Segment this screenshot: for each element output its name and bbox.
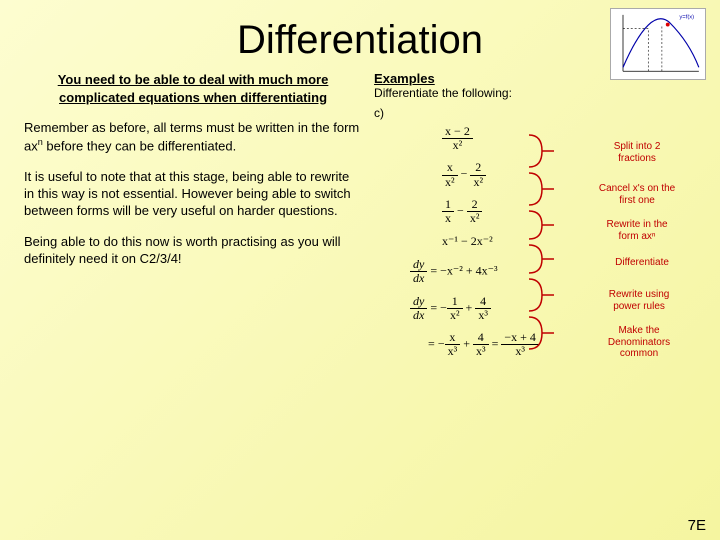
paragraph-3: Being able to do this now is worth pract…	[24, 234, 362, 268]
examples-sub: Differentiate the following:	[374, 86, 696, 100]
right-column: Examples Differentiate the following: c)…	[374, 71, 696, 282]
annot-1: Split into 2 fractions	[602, 141, 672, 164]
annot-5: Rewrite using power rules	[598, 289, 680, 312]
slide-footer: 7E	[688, 517, 706, 534]
examples-heading: Examples	[374, 71, 696, 86]
paragraph-2: It is useful to note that at this stage,…	[24, 169, 362, 220]
paragraph-1: Remember as before, all terms must be wr…	[24, 120, 362, 155]
math-steps: x − 2x² xx² − 2x² 1x − 2x² x⁻¹ − 2x⁻² dy…	[442, 125, 522, 367]
step-1: x − 2x²	[442, 125, 522, 152]
intro-text: You need to be able to deal with much mo…	[24, 71, 362, 106]
step-5: dydx = −x⁻² + 4x⁻³	[410, 258, 522, 285]
corner-graph-thumbnail: y=f(x)	[610, 8, 706, 80]
braces-svg	[524, 121, 584, 441]
svg-text:y=f(x): y=f(x)	[679, 15, 694, 21]
step-7: = −xx³ + 4x³ = −x + 4x³	[428, 331, 522, 358]
annot-3: Rewrite in the form axⁿ	[596, 219, 678, 242]
annot-4: Differentiate	[602, 257, 682, 269]
left-column: You need to be able to deal with much mo…	[24, 71, 362, 282]
question-label: c)	[374, 106, 696, 120]
step-3: 1x − 2x²	[442, 198, 522, 225]
annot-2: Cancel x's on the first one	[592, 183, 682, 206]
step-4: x⁻¹ − 2x⁻²	[442, 234, 522, 249]
step-2: xx² − 2x²	[442, 161, 522, 188]
annot-6: Make the Denominators common	[596, 325, 682, 360]
step-6: dydx = −1x² + 4x³	[410, 295, 522, 322]
